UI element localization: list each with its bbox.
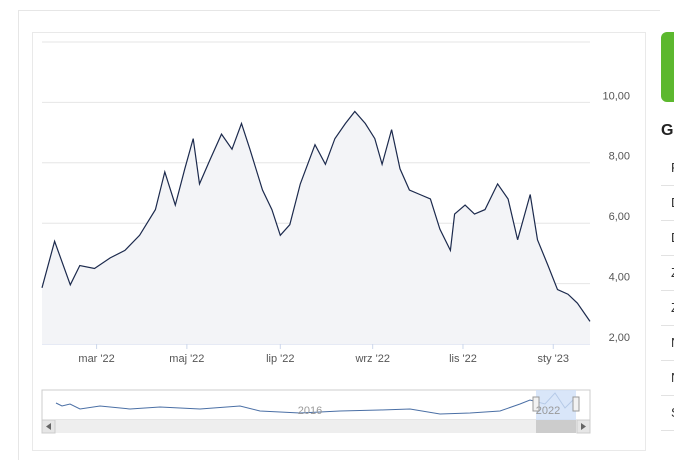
navigator-handle[interactable] [532, 396, 540, 412]
x-tick-label: sty '23 [538, 353, 569, 365]
y-tick-label: 2,00 [609, 332, 630, 344]
navigator-label: 2022 [536, 405, 560, 417]
x-tick-label: mar '22 [78, 353, 114, 365]
chart: 2016 2022 2,00 4,00 6,00 8,00 10,00 mar '22 ma… [18, 10, 660, 460]
scrollbar[interactable] [42, 420, 590, 433]
sidebar-row[interactable]: D [661, 220, 674, 256]
scroll-thumb[interactable] [536, 420, 576, 433]
y-tick-label: 6,00 [609, 211, 630, 223]
navigator-handle[interactable] [572, 396, 580, 412]
sidebar-row[interactable]: F [661, 150, 674, 186]
y-tick-label: 10,00 [602, 90, 630, 102]
x-tick-label: lis '22 [449, 353, 477, 365]
y-tick-label: 8,00 [609, 151, 630, 163]
sidebar-row[interactable]: N [661, 325, 674, 361]
x-tick-label: lip '22 [266, 353, 294, 365]
area [42, 111, 590, 344]
sidebar-row[interactable]: Z [661, 290, 674, 326]
sidebar-row[interactable]: S [661, 395, 674, 431]
arrow [46, 423, 51, 430]
navigator [41, 389, 591, 421]
navigator-label: 2016 [298, 405, 322, 417]
green-button[interactable] [661, 32, 674, 102]
navigator-mask [536, 390, 576, 420]
sidebar-heading: G [661, 122, 674, 139]
y-tick-label: 4,00 [609, 272, 630, 284]
sidebar: G FDDZZNNS [661, 0, 674, 460]
panel [18, 10, 660, 460]
arrow [581, 423, 586, 430]
line [41, 110, 591, 322]
x-tick-label: wrz '22 [354, 353, 390, 365]
sidebar-row[interactable]: N [661, 360, 674, 396]
x-tick-label: maj '22 [169, 353, 204, 365]
sidebar-row[interactable]: Z [661, 255, 674, 291]
sidebar-row[interactable]: D [661, 185, 674, 221]
